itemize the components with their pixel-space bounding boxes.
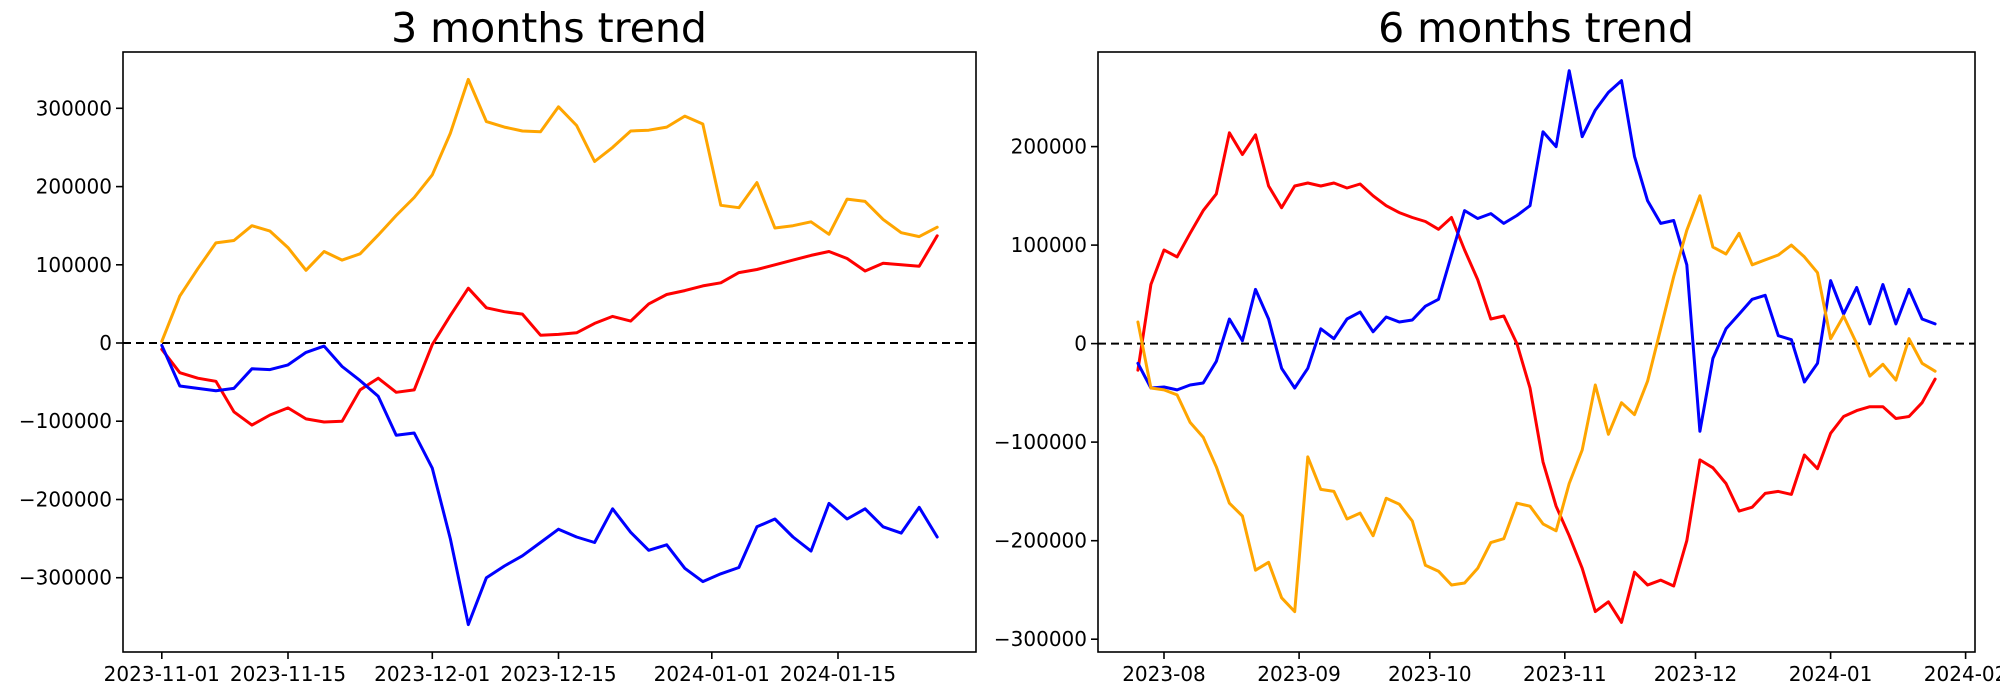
y-tick-label: −300000: [19, 566, 112, 590]
x-tick-label: 2023-11-15: [230, 662, 346, 686]
x-tick-label: 2023-11: [1523, 662, 1607, 686]
y-tick-label: 100000: [36, 253, 112, 277]
y-tick-label: 0: [99, 331, 112, 355]
y-tick-label: 200000: [1011, 135, 1087, 159]
series-blue-line: [1136, 69, 1937, 433]
plot-border: [122, 51, 977, 653]
x-tick-label: 2024-01-15: [780, 662, 896, 686]
series-orange-line: [1136, 194, 1937, 614]
right-chart-title: 6 months trend: [1378, 4, 1694, 52]
x-tick-label: 2024-02: [1924, 662, 2000, 686]
series-red-line: [160, 234, 939, 427]
y-tick-label: −100000: [994, 430, 1087, 454]
y-tick-label: 300000: [36, 96, 112, 120]
left-chart-title: 3 months trend: [391, 4, 707, 52]
series-blue-line: [160, 343, 939, 627]
y-tick-label: −100000: [19, 409, 112, 433]
y-tick-label: 200000: [36, 175, 112, 199]
x-tick-label: 2023-12: [1654, 662, 1738, 686]
x-tick-label: 2024-01: [1789, 662, 1873, 686]
y-tick-label: −300000: [994, 627, 1087, 651]
chart-6-months-trend: 2023-08 2023-09 2023-10 2023-11 2023-12 2024-…: [994, 51, 2000, 686]
x-tick-label: 2023-10: [1388, 662, 1472, 686]
chart-3-months-trend: 2023-11-01 2023-11-15 2023-12-01 2023-12-15…: [19, 51, 977, 686]
y-tick-label: −200000: [19, 488, 112, 512]
series-red-line: [1136, 131, 1937, 624]
y-tick-label: 100000: [1011, 233, 1087, 257]
y-tick-label: 0: [1074, 332, 1087, 356]
series-orange-line: [160, 77, 939, 343]
x-tick-label: 2023-12-15: [500, 662, 616, 686]
x-tick-label: 2023-08: [1122, 662, 1206, 686]
plot-border: [1097, 51, 1976, 653]
x-tick-label: 2023-09: [1257, 662, 1341, 686]
y-tick-label: −200000: [994, 529, 1087, 553]
x-tick-label: 2023-11-01: [104, 662, 220, 686]
x-tick-label: 2023-12-01: [374, 662, 490, 686]
x-tick-label: 2024-01-01: [654, 662, 770, 686]
